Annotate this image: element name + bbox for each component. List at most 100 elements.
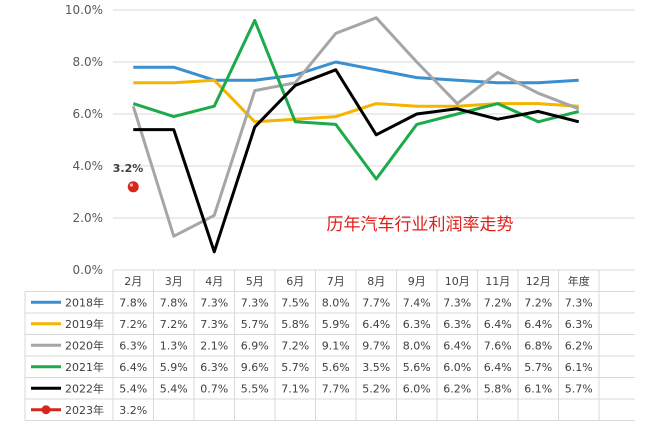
x-tick-label: 2月 xyxy=(124,275,142,288)
y-tick-label: 2.0% xyxy=(73,211,104,225)
table-cell: 7.3% xyxy=(241,296,269,309)
table-cell: 7.2% xyxy=(160,318,188,331)
table-cell: 9.1% xyxy=(322,339,350,352)
table-cell: 6.8% xyxy=(524,339,552,352)
table-cell: 6.4% xyxy=(119,361,147,374)
table-cell: 5.8% xyxy=(484,382,512,395)
table-cell: 6.1% xyxy=(565,361,593,374)
table-cell: 6.0% xyxy=(403,382,431,395)
table-cell: 0.7% xyxy=(200,382,228,395)
table-cell: 5.2% xyxy=(362,382,390,395)
x-tick-label: 7月 xyxy=(327,275,345,288)
table-cell: 7.2% xyxy=(281,339,309,352)
table-cell: 7.2% xyxy=(484,296,512,309)
table-cell: 5.4% xyxy=(160,382,188,395)
table-cell: 5.6% xyxy=(403,361,431,374)
table-cell: 7.8% xyxy=(160,296,188,309)
y-tick-label: 4.0% xyxy=(73,159,104,173)
table-cell: 5.7% xyxy=(281,361,309,374)
x-tick-label: 9月 xyxy=(408,275,426,288)
table-cell: 7.7% xyxy=(362,296,390,309)
table-cell: 5.4% xyxy=(119,382,147,395)
table-cell: 6.4% xyxy=(484,361,512,374)
series-lines xyxy=(127,16,580,254)
table-cell: 7.8% xyxy=(119,296,147,309)
table-cell: 5.6% xyxy=(322,361,350,374)
table-cell: 7.4% xyxy=(403,296,431,309)
legend-label: 2018年 xyxy=(65,295,104,309)
table-cell: 5.7% xyxy=(524,361,552,374)
legend-label: 2020年 xyxy=(65,338,104,352)
table-cell: 9.7% xyxy=(362,339,390,352)
series-point xyxy=(127,181,139,193)
table-cell: 5.7% xyxy=(241,318,269,331)
table-cell: 5.7% xyxy=(565,382,593,395)
table-cell: 6.4% xyxy=(524,318,552,331)
x-tick-label: 3月 xyxy=(165,275,183,288)
table-cell: 5.9% xyxy=(160,361,188,374)
y-tick-label: 8.0% xyxy=(73,55,104,69)
series-line xyxy=(133,78,579,124)
table-cell: 7.2% xyxy=(524,296,552,309)
y-tick-label: 6.0% xyxy=(73,107,104,121)
table-cell: 7.3% xyxy=(565,296,593,309)
table-cell: 9.6% xyxy=(241,361,269,374)
table-cell: 6.4% xyxy=(443,339,471,352)
table-cell: 6.9% xyxy=(241,339,269,352)
legend-label: 2023年 xyxy=(65,403,104,417)
table-cell: 7.5% xyxy=(281,296,309,309)
table-cell: 6.3% xyxy=(200,361,228,374)
table-cell: 7.3% xyxy=(200,296,228,309)
x-tick-label: 8月 xyxy=(367,275,385,288)
table-cell: 3.2% xyxy=(119,404,147,417)
table-cell: 6.3% xyxy=(565,318,593,331)
table-cell: 5.9% xyxy=(322,318,350,331)
table-cell: 6.4% xyxy=(362,318,390,331)
table-cell: 7.6% xyxy=(484,339,512,352)
series-line xyxy=(133,68,580,254)
table-cell: 6.3% xyxy=(403,318,431,331)
x-tick-label: 10月 xyxy=(445,275,470,288)
table-cell: 6.1% xyxy=(524,382,552,395)
table-cell: 6.0% xyxy=(443,361,471,374)
x-tick-label: 4月 xyxy=(205,275,223,288)
legend-label: 2019年 xyxy=(65,317,104,331)
x-tick-label: 11月 xyxy=(485,275,510,288)
table-cell: 8.0% xyxy=(322,296,350,309)
table-cell: 7.7% xyxy=(322,382,350,395)
y-axis-ticks: 0.0% 2.0% 4.0% 6.0% 8.0% 10.0% xyxy=(65,3,103,277)
x-tick-label: 5月 xyxy=(246,275,264,288)
table-cell: 7.2% xyxy=(119,318,147,331)
chart-title: 历年汽车行业利润率走势 xyxy=(327,215,514,235)
table-cell: 7.1% xyxy=(281,382,309,395)
table-cell: 6.2% xyxy=(565,339,593,352)
series-line xyxy=(133,60,579,85)
data-table: 2月 3月 4月 5月 6月 7月 8月 9月 10月 11月 12月 年度 2018年 7.8% 7.8%… xyxy=(24,269,635,421)
table-cell: 2.1% xyxy=(200,339,228,352)
table-cell: 7.3% xyxy=(443,296,471,309)
series-line xyxy=(132,18,580,181)
table-cell: 5.8% xyxy=(281,318,309,331)
table-cell: 6.3% xyxy=(443,318,471,331)
table-cell: 5.5% xyxy=(241,382,269,395)
legend-label: 2021年 xyxy=(65,360,104,374)
x-tick-label: 12月 xyxy=(526,275,551,288)
point-highlight xyxy=(129,183,134,187)
table-cell: 3.5% xyxy=(362,361,390,374)
table-cell: 6.4% xyxy=(484,318,512,331)
legend-label: 2022年 xyxy=(65,381,104,395)
table-cell: 8.0% xyxy=(403,339,431,352)
y-tick-label: 10.0% xyxy=(65,3,103,17)
table-cell: 6.2% xyxy=(443,382,471,395)
table-cell: 1.3% xyxy=(160,339,188,352)
y-tick-label: 0.0% xyxy=(73,263,104,277)
x-tick-label: 6月 xyxy=(286,275,304,288)
legend-marker xyxy=(41,405,51,415)
x-tick-label: 年度 xyxy=(568,274,590,288)
data-annotation: 3.2% xyxy=(113,162,144,175)
table-cell: 7.3% xyxy=(200,318,228,331)
series-line xyxy=(131,16,580,238)
table-cell: 6.3% xyxy=(119,339,147,352)
